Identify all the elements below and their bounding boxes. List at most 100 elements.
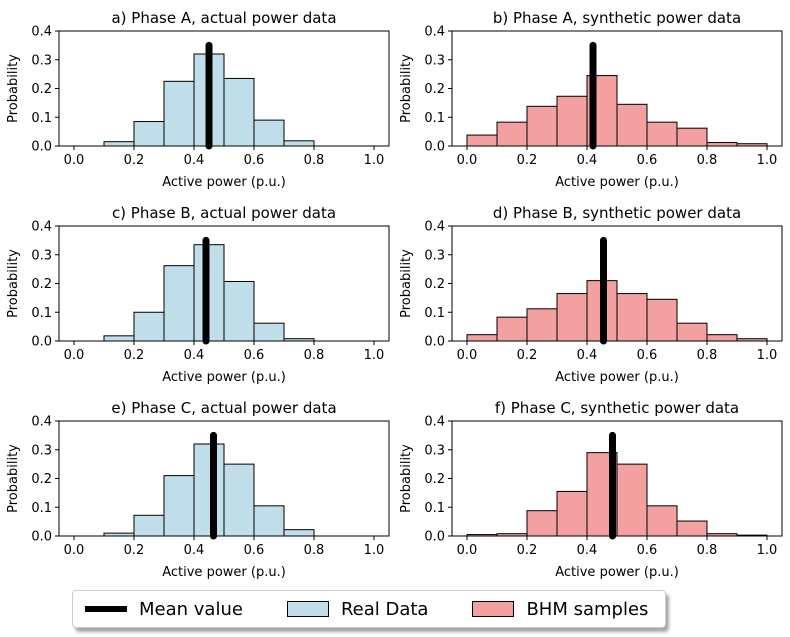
x-tick-label: 0.4	[577, 153, 598, 168]
histogram-bar	[163, 475, 195, 537]
x-tick-label: 0.8	[304, 543, 325, 558]
x-tick-label: 0.0	[457, 543, 478, 558]
chart-panel-4: 0.0 0.2 0.4 0.6 0.8 1.0 0.0 0.1 0.2 0.3 0.4 d) Phas…	[399, 204, 783, 385]
histogram-bar	[253, 119, 285, 147]
y-tick-label: 0.0	[31, 530, 52, 545]
x-tick-label: 1.0	[757, 153, 778, 168]
chart-title: e) Phase C, actual power data	[111, 399, 336, 417]
y-tick-label: 0.0	[31, 335, 52, 350]
x-tick-label: 1.0	[364, 348, 385, 363]
y-tick-label: 0.3	[424, 53, 445, 68]
histogram-bar	[646, 121, 678, 147]
histogram-bar	[646, 505, 678, 537]
x-tick-label: 0.0	[64, 153, 85, 168]
y-tick-label: 0.3	[31, 443, 52, 458]
legend-real-swatch	[286, 601, 329, 617]
y-tick-label: 0.4	[31, 220, 52, 235]
y-tick-label: 0.2	[31, 82, 52, 97]
x-tick-label: 0.8	[697, 543, 718, 558]
x-tick-label: 0.0	[64, 543, 85, 558]
legend-real-label: Real Data	[340, 598, 429, 620]
y-tick-label: 0.1	[424, 501, 445, 516]
y-tick-label: 0.1	[424, 111, 445, 126]
x-tick-label: 0.6	[244, 153, 265, 168]
x-tick-label: 0.6	[244, 543, 265, 558]
y-tick-label: 0.0	[31, 140, 52, 155]
x-tick-label: 0.6	[637, 153, 658, 168]
histogram-bar	[616, 463, 648, 537]
y-axis-label: Probability	[399, 444, 414, 513]
y-tick-label: 0.2	[31, 472, 52, 487]
x-axis-label: Active power (p.u.)	[555, 565, 679, 580]
histogram-bar	[556, 95, 588, 147]
histogram-bar	[556, 293, 588, 342]
histogram-bar	[646, 298, 678, 342]
y-tick-label: 0.1	[31, 111, 52, 126]
y-tick-label: 0.3	[424, 248, 445, 263]
y-tick-label: 0.2	[31, 277, 52, 292]
chart-panel-1: 0.0 0.2 0.4 0.6 0.8 1.0 0.0 0.1 0.2 0.3 0.4 a) Phas…	[6, 9, 390, 190]
legend-item-bhm: BHM samples	[472, 599, 648, 620]
histogram-bar	[526, 308, 558, 342]
y-axis-label: Probability	[399, 249, 414, 318]
x-tick-label: 0.6	[244, 348, 265, 363]
x-tick-label: 0.6	[637, 543, 658, 558]
histogram-bar	[223, 280, 255, 342]
histogram-bar	[163, 265, 195, 342]
legend-bhm-swatch	[472, 601, 515, 617]
x-axis-label: Active power (p.u.)	[162, 370, 286, 385]
x-tick-label: 0.0	[457, 153, 478, 168]
x-tick-label: 1.0	[364, 153, 385, 168]
x-axis-label: Active power (p.u.)	[555, 370, 679, 385]
x-axis-label: Active power (p.u.)	[162, 175, 286, 190]
y-tick-label: 0.1	[31, 501, 52, 516]
x-tick-label: 0.4	[184, 543, 205, 558]
x-axis-label: Active power (p.u.)	[555, 175, 679, 190]
histogram-bar	[616, 103, 648, 147]
histogram-bar	[193, 443, 225, 537]
histogram-bar	[133, 514, 165, 537]
chart-title: a) Phase A, actual power data	[111, 9, 336, 27]
y-tick-label: 0.4	[424, 220, 445, 235]
figure: 0.0 0.2 0.4 0.6 0.8 1.0 0.0 0.1 0.2 0.3 0.4 a) Phas…	[6, 9, 783, 580]
x-tick-label: 0.4	[577, 348, 598, 363]
y-tick-label: 0.0	[424, 140, 445, 155]
histogram-bar	[526, 510, 558, 537]
chart-panel-6: 0.0 0.2 0.4 0.6 0.8 1.0 0.0 0.1 0.2 0.3 0.4 f) Phas…	[399, 399, 783, 580]
x-tick-label: 0.2	[124, 348, 145, 363]
histogram-bar	[556, 490, 588, 537]
legend: Mean value Real Data BHM samples	[72, 590, 666, 628]
histogram-bar	[103, 335, 135, 342]
x-tick-label: 0.2	[517, 153, 538, 168]
x-tick-label: 0.2	[517, 348, 538, 363]
x-tick-label: 1.0	[364, 543, 385, 558]
x-tick-label: 0.2	[517, 543, 538, 558]
y-axis-label: Probability	[6, 444, 21, 513]
y-tick-label: 0.4	[424, 25, 445, 40]
y-tick-label: 0.2	[424, 277, 445, 292]
x-axis-label: Active power (p.u.)	[162, 565, 286, 580]
chart-panel-3: 0.0 0.2 0.4 0.6 0.8 1.0 0.0 0.1 0.2 0.3 0.4 c) Phas…	[6, 204, 390, 385]
x-tick-label: 0.6	[637, 348, 658, 363]
x-tick-label: 0.4	[184, 153, 205, 168]
x-tick-label: 0.2	[124, 153, 145, 168]
histogram-bar	[676, 520, 708, 537]
y-axis-label: Probability	[6, 249, 21, 318]
histogram-bar	[496, 121, 528, 147]
y-axis-label: Probability	[399, 54, 414, 123]
y-axis-label: Probability	[6, 54, 21, 123]
x-tick-label: 0.4	[184, 348, 205, 363]
y-tick-label: 0.4	[31, 415, 52, 430]
legend-bhm-label: BHM samples	[526, 598, 649, 620]
histogram-bar	[103, 141, 135, 147]
x-tick-label: 1.0	[757, 543, 778, 558]
legend-mean-swatch	[85, 606, 127, 612]
histogram-bar	[253, 505, 285, 537]
histogram-bar	[223, 463, 255, 537]
histogram-bar	[133, 311, 165, 342]
chart-title: b) Phase A, synthetic power data	[493, 9, 741, 27]
chart-panel-5: 0.0 0.2 0.4 0.6 0.8 1.0 0.0 0.1 0.2 0.3 0.4 e) Phas…	[6, 399, 390, 580]
histogram-bar	[283, 140, 315, 147]
x-tick-label: 0.8	[304, 153, 325, 168]
histogram-bar	[676, 322, 708, 342]
